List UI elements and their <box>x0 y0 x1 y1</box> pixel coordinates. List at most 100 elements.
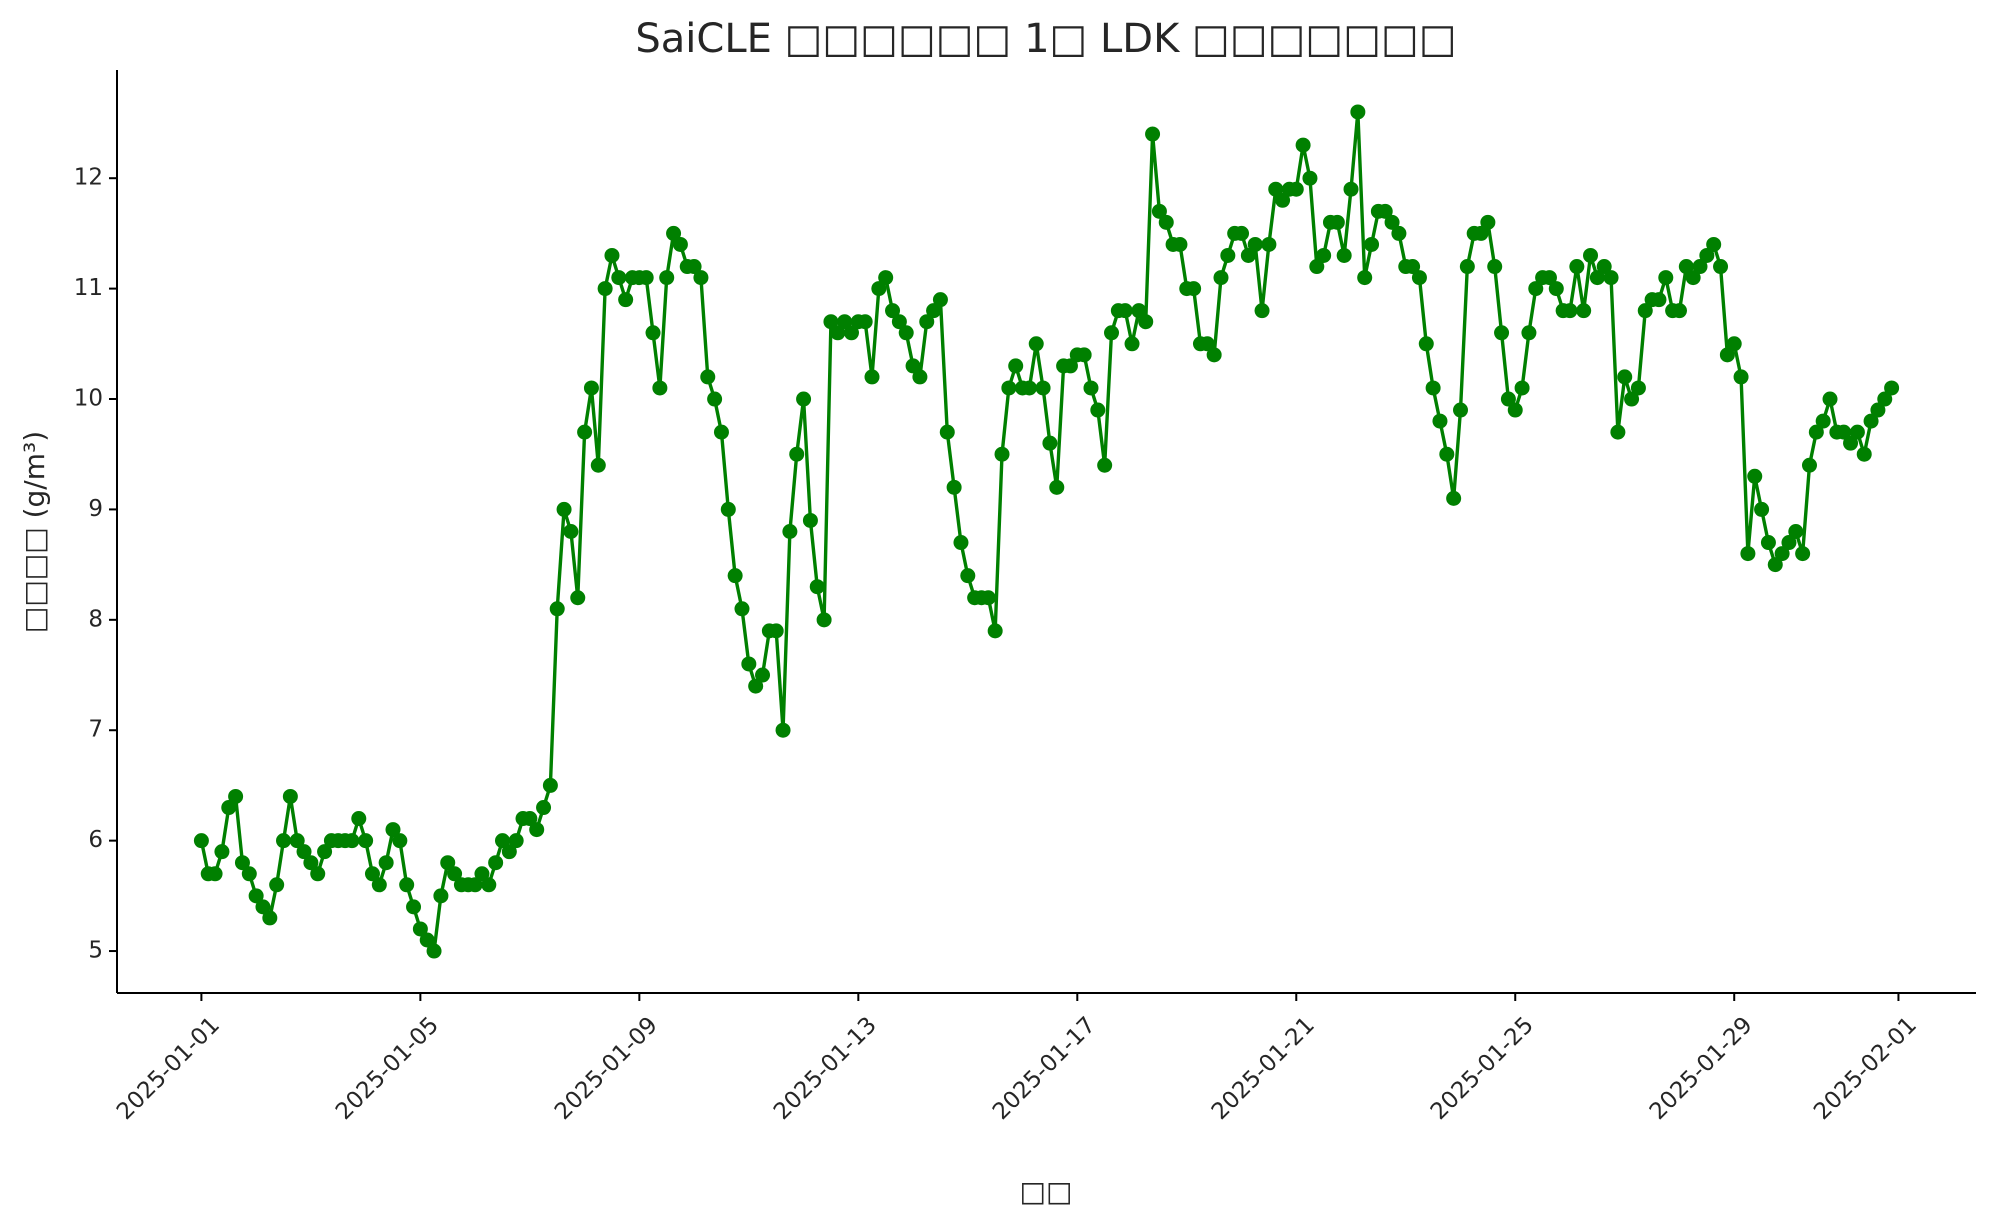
data-point <box>419 932 435 948</box>
data-point <box>932 292 948 308</box>
data-point <box>467 877 483 893</box>
data-point <box>1117 303 1133 319</box>
data-point <box>611 270 627 286</box>
data-point <box>809 579 825 595</box>
data-point <box>447 866 463 882</box>
data-point <box>1062 358 1078 374</box>
data-point <box>1158 214 1174 230</box>
data-point <box>1247 236 1263 252</box>
data-point <box>1685 270 1701 286</box>
data-point <box>371 877 387 893</box>
data-point <box>1391 225 1407 241</box>
data-point <box>1377 203 1393 219</box>
data-point <box>1849 424 1865 440</box>
data-point <box>816 612 832 628</box>
data-point <box>1357 270 1373 286</box>
data-point <box>782 524 798 539</box>
data-point <box>207 866 223 882</box>
data-point <box>1630 380 1646 396</box>
data-point <box>1090 402 1106 418</box>
data-point <box>276 833 292 849</box>
data-point <box>830 325 846 341</box>
data-point <box>1131 303 1147 319</box>
data-point <box>433 888 449 904</box>
data-point <box>440 855 456 871</box>
data-point <box>713 424 729 440</box>
data-point <box>1521 325 1537 341</box>
data-point <box>1562 303 1578 319</box>
data-point <box>1042 435 1058 451</box>
data-point <box>604 247 620 263</box>
data-point <box>1008 358 1024 374</box>
y-tick-label: 11 <box>74 275 103 301</box>
data-point <box>1500 391 1516 407</box>
data-line <box>199 110 1894 953</box>
data-point <box>1815 413 1831 429</box>
data-point <box>1104 325 1120 341</box>
data-point <box>1186 281 1202 297</box>
data-point <box>508 833 524 849</box>
data-point <box>1692 259 1708 275</box>
data-point <box>1350 104 1366 120</box>
data-point <box>1548 281 1564 297</box>
data-point <box>392 833 408 849</box>
data-point <box>488 855 504 871</box>
data-point <box>1624 391 1640 407</box>
data-point <box>1028 336 1044 352</box>
x-tick-label: 2025-01-29 <box>1645 1012 1758 1125</box>
data-point <box>529 822 545 838</box>
data-point <box>1138 314 1154 330</box>
data-point <box>481 877 497 893</box>
x-tick-label: 2025-01-17 <box>988 1012 1101 1125</box>
data-point <box>1603 270 1619 286</box>
data-point <box>1268 181 1284 197</box>
data-point <box>214 844 230 860</box>
data-point <box>638 270 654 286</box>
data-point <box>1206 347 1222 363</box>
data-point <box>1487 259 1503 275</box>
data-point <box>672 236 688 252</box>
data-point <box>1843 435 1859 451</box>
data-point <box>494 833 510 849</box>
data-point <box>597 281 613 297</box>
data-point <box>1220 247 1236 263</box>
data-point <box>802 512 818 528</box>
y-tick-label: 12 <box>74 165 103 191</box>
data-point <box>1733 369 1749 385</box>
data-point <box>1083 380 1099 396</box>
data-point <box>1295 137 1311 153</box>
data-point <box>1514 380 1530 396</box>
data-point <box>1411 270 1427 286</box>
data-point <box>1747 468 1763 484</box>
data-point <box>269 877 285 893</box>
data-point <box>1336 247 1352 263</box>
data-point <box>385 822 401 838</box>
y-tick-label: 10 <box>74 386 103 412</box>
data-point <box>837 314 853 330</box>
data-point <box>255 899 271 915</box>
data-point <box>1836 424 1852 440</box>
data-point <box>1541 270 1557 286</box>
data-point <box>193 833 209 849</box>
data-point <box>700 369 716 385</box>
data-point <box>775 722 791 738</box>
data-point <box>1097 457 1113 473</box>
data-point <box>1863 413 1879 429</box>
data-point <box>282 788 298 804</box>
data-point <box>406 899 422 915</box>
data-point <box>1671 303 1687 319</box>
data-point <box>1199 336 1215 352</box>
data-point <box>577 424 593 440</box>
data-point <box>1145 126 1161 142</box>
data-point <box>1617 369 1633 385</box>
data-point <box>310 866 326 882</box>
data-point <box>262 910 278 926</box>
data-point <box>1001 380 1017 396</box>
data-point <box>1774 546 1790 562</box>
x-axis-label: □□ <box>1020 1175 1073 1208</box>
data-point <box>1364 236 1380 252</box>
data-point <box>1740 546 1756 562</box>
data-point <box>1877 391 1893 407</box>
data-point <box>1569 259 1585 275</box>
data-point <box>1316 247 1332 263</box>
